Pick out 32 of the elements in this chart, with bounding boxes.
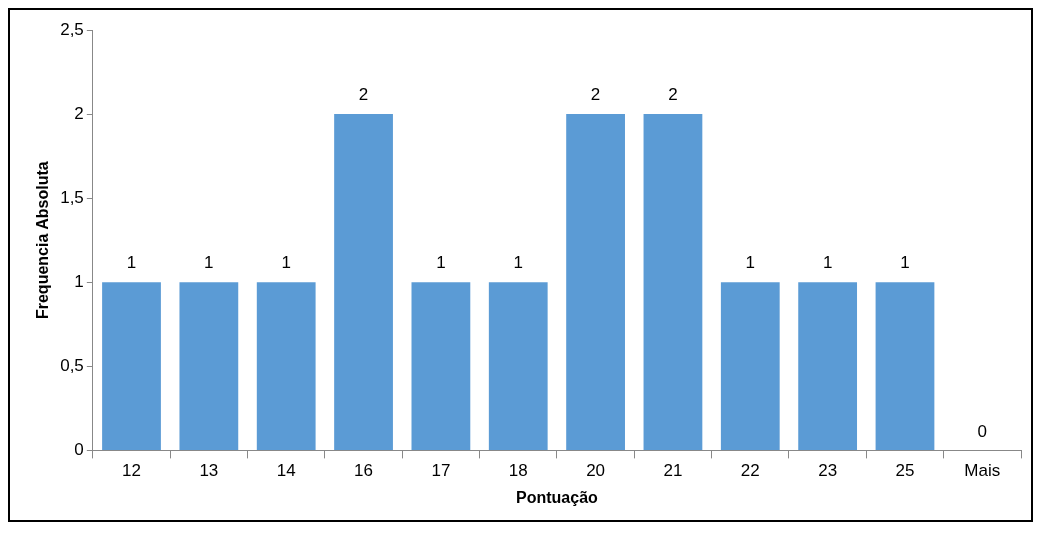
y-tick-label: 2 (74, 103, 84, 123)
data-label: 1 (126, 253, 137, 273)
data-label: 1 (745, 253, 756, 273)
data-label: 1 (436, 253, 446, 273)
x-tick-label: 20 (586, 461, 606, 481)
x-tick-label: 18 (508, 461, 528, 481)
y-tick-label: 1 (74, 271, 84, 291)
x-tick-label: 23 (818, 461, 838, 481)
data-label: 2 (358, 85, 369, 105)
x-tick-label: 14 (276, 461, 296, 481)
data-label: 2 (590, 85, 601, 105)
data-label: 0 (977, 421, 988, 441)
x-tick-label: Mais (964, 461, 1001, 481)
data-label: 1 (822, 253, 833, 273)
x-tick-label: 22 (740, 461, 760, 481)
x-tick-label: 13 (199, 461, 219, 481)
x-tick-label: 17 (431, 461, 451, 481)
data-label: 1 (281, 253, 291, 273)
x-tick-label: 16 (354, 461, 374, 481)
y-tick-label: 0,5 (60, 356, 84, 376)
y-axis-title: Frequencia Absoluta (34, 161, 52, 320)
y-tick-label: 2,5 (60, 19, 84, 39)
data-label: 1 (513, 253, 523, 273)
y-tick-label: 1,5 (60, 187, 84, 207)
data-label: 1 (900, 253, 910, 273)
x-axis-title: Pontuação (516, 488, 599, 506)
data-label: 2 (668, 85, 678, 105)
x-tick-label: 12 (122, 461, 141, 481)
x-tick-label: 25 (895, 461, 915, 481)
y-tick-label: 0 (74, 440, 84, 460)
x-tick-label: 21 (663, 461, 683, 481)
data-label: 1 (204, 253, 214, 273)
